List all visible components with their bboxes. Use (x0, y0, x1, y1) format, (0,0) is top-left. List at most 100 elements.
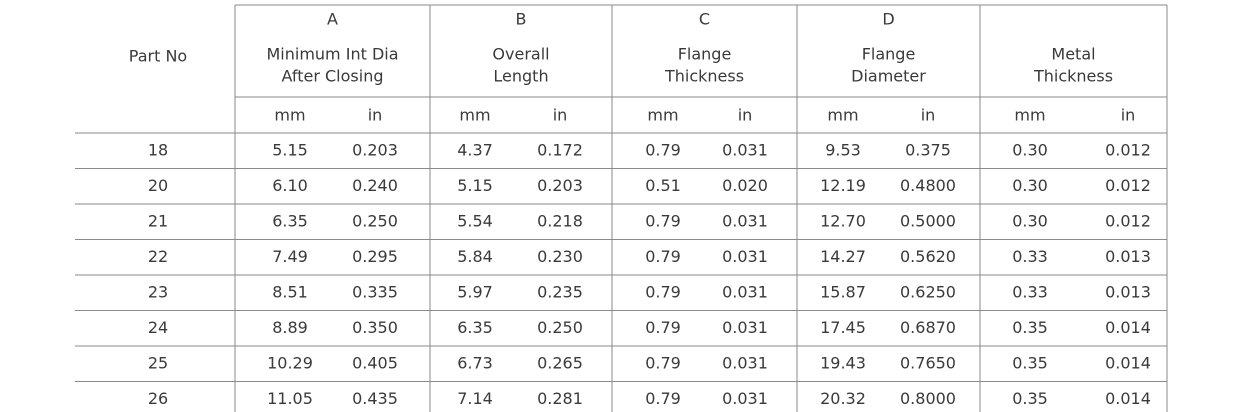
cell-value: 19.43 (820, 353, 866, 372)
cell-value: 5.54 (457, 211, 493, 230)
cell-value: 0.4800 (900, 176, 956, 195)
group-label: After Closing (282, 67, 384, 86)
group-letter: A (327, 10, 338, 29)
cell-value: 0.7650 (900, 353, 956, 372)
cell-value: 0.79 (645, 247, 681, 266)
cell-value: 0.203 (537, 176, 583, 195)
cell-value: 0.013 (1105, 247, 1151, 266)
cell-value: 6.35 (457, 318, 493, 337)
cell-value: 0.35 (1012, 389, 1048, 408)
group-letter: D (882, 10, 894, 29)
cell-value: 0.79 (645, 318, 681, 337)
cell-value: 11.05 (267, 389, 313, 408)
cell-value: 0.375 (905, 140, 951, 159)
unit-label: in (553, 106, 568, 125)
cell-value: 0.281 (537, 389, 583, 408)
unit-label: mm (647, 106, 678, 125)
cell-value: 0.031 (722, 211, 768, 230)
cell-value: 0.79 (645, 140, 681, 159)
group-label: Diameter (851, 67, 926, 86)
part-no: 25 (148, 353, 168, 372)
cell-value: 0.203 (352, 140, 398, 159)
cell-value: 0.35 (1012, 353, 1048, 372)
part-no: 18 (148, 140, 168, 159)
unit-label: in (1121, 106, 1136, 125)
cell-value: 0.230 (537, 247, 583, 266)
cell-value: 6.73 (457, 353, 493, 372)
group-label: Metal (1051, 45, 1095, 64)
cell-value: 0.013 (1105, 282, 1151, 301)
unit-label: mm (274, 106, 305, 125)
unit-label: in (368, 106, 383, 125)
cell-value: 0.33 (1012, 247, 1048, 266)
cell-value: 10.29 (267, 353, 313, 372)
cell-value: 14.27 (820, 247, 866, 266)
part-no-header: Part No (129, 47, 187, 66)
cell-value: 12.70 (820, 211, 866, 230)
cell-value: 6.35 (272, 211, 308, 230)
cell-value: 0.30 (1012, 211, 1048, 230)
group-label: Overall (492, 45, 549, 64)
cell-value: 0.79 (645, 211, 681, 230)
group-label: Flange (678, 45, 732, 64)
unit-label: in (738, 106, 753, 125)
cell-value: 0.012 (1105, 211, 1151, 230)
cell-value: 12.19 (820, 176, 866, 195)
cell-value: 17.45 (820, 318, 866, 337)
cell-value: 4.37 (457, 140, 493, 159)
group-letter: C (699, 10, 710, 29)
cell-value: 0.031 (722, 318, 768, 337)
cell-value: 0.295 (352, 247, 398, 266)
cell-value: 5.15 (272, 140, 308, 159)
cell-value: 5.97 (457, 282, 493, 301)
cell-value: 0.6250 (900, 282, 956, 301)
cell-value: 0.350 (352, 318, 398, 337)
group-label: Length (493, 67, 548, 86)
unit-label: in (921, 106, 936, 125)
cell-value: 5.84 (457, 247, 493, 266)
cell-value: 0.218 (537, 211, 583, 230)
cell-value: 0.265 (537, 353, 583, 372)
cell-value: 0.6870 (900, 318, 956, 337)
cell-value: 0.35 (1012, 318, 1048, 337)
cell-value: 0.031 (722, 247, 768, 266)
cell-value: 0.51 (645, 176, 681, 195)
cell-value: 0.5000 (900, 211, 956, 230)
cell-value: 0.79 (645, 282, 681, 301)
cell-value: 0.250 (352, 211, 398, 230)
part-no: 21 (148, 211, 168, 230)
cell-value: 0.020 (722, 176, 768, 195)
part-no: 22 (148, 247, 168, 266)
group-label: Minimum Int Dia (266, 45, 398, 64)
cell-value: 0.031 (722, 353, 768, 372)
cell-value: 0.014 (1105, 353, 1151, 372)
cell-value: 20.32 (820, 389, 866, 408)
cell-value: 0.235 (537, 282, 583, 301)
unit-label: mm (1014, 106, 1045, 125)
cell-value: 0.335 (352, 282, 398, 301)
cell-value: 8.89 (272, 318, 308, 337)
cell-value: 7.14 (457, 389, 493, 408)
part-no: 20 (148, 176, 168, 195)
cell-value: 9.53 (825, 140, 861, 159)
cell-value: 0.8000 (900, 389, 956, 408)
cell-value: 0.30 (1012, 140, 1048, 159)
cell-value: 8.51 (272, 282, 308, 301)
unit-label: mm (827, 106, 858, 125)
cell-value: 0.012 (1105, 140, 1151, 159)
cell-value: 0.5620 (900, 247, 956, 266)
cell-value: 0.240 (352, 176, 398, 195)
part-no: 23 (148, 282, 168, 301)
cell-value: 0.031 (722, 140, 768, 159)
cell-value: 0.405 (352, 353, 398, 372)
cell-value: 0.014 (1105, 389, 1151, 408)
cell-value: 7.49 (272, 247, 308, 266)
cell-value: 0.30 (1012, 176, 1048, 195)
part-no: 26 (148, 389, 168, 408)
cell-value: 0.031 (722, 282, 768, 301)
cell-value: 0.031 (722, 389, 768, 408)
unit-label: mm (459, 106, 490, 125)
cell-value: 6.10 (272, 176, 308, 195)
